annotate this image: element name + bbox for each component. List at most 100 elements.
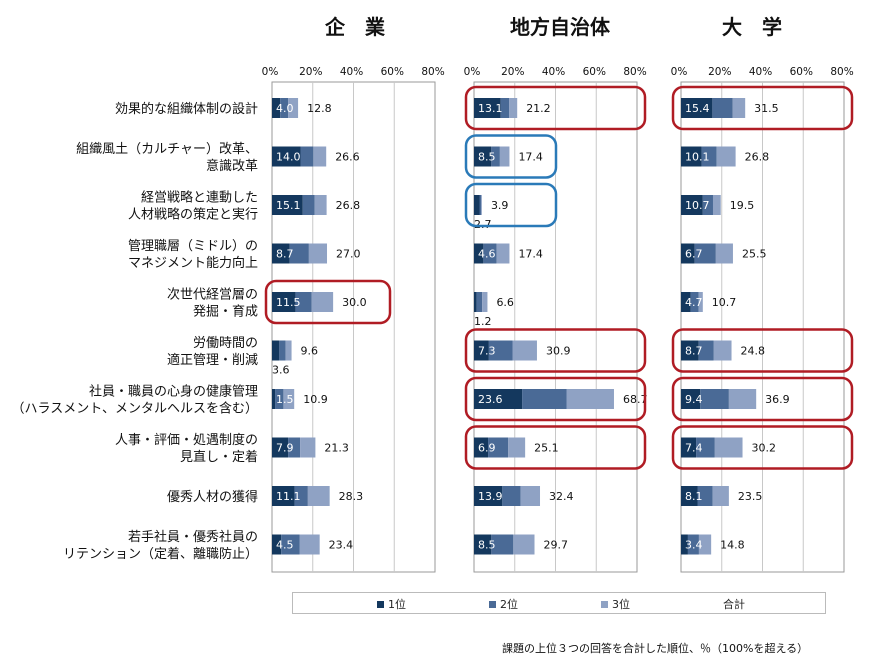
group2-bar-3-rank3: [715, 243, 733, 264]
group0-bar-6-rank3: [283, 389, 295, 409]
group1-highlight-3: [464, 328, 647, 373]
group0-label-total-8: 28.3: [339, 490, 364, 503]
group0-label-total-5: 9.6: [301, 345, 319, 358]
group0-bar-8-rank2: [294, 486, 308, 506]
group0-bar-1-rank2: [300, 146, 314, 167]
group0-bar-0-rank3: [288, 98, 299, 118]
group2-bar-4-rank3: [698, 292, 703, 312]
legend-item-rank1: 1位: [377, 596, 406, 612]
legend-label-total: 合計: [723, 598, 745, 611]
group2-bar-2-rank3: [712, 195, 721, 215]
group1-label-first-8: 13.9: [478, 490, 503, 503]
group0-bar-2-rank1: [272, 195, 303, 215]
group1-bar-8-rank1: [474, 486, 503, 506]
group1-label-total-9: 29.7: [544, 539, 569, 552]
group2-label-total-1: 26.8: [745, 151, 770, 164]
group1-label-total-0: 21.2: [526, 102, 551, 115]
group2-highlight-3: [671, 425, 854, 470]
group2-bar-9-rank3: [698, 534, 712, 555]
group0-bar-8-rank1: [272, 486, 295, 506]
group0-label-total-1: 26.6: [335, 151, 360, 164]
group2-bar-7-rank1: [681, 437, 697, 458]
category-label-2-1: 人材戦略の策定と実行: [128, 207, 258, 223]
legend-label-rank2: 2位: [500, 598, 518, 611]
group0-bar-9-rank2: [281, 534, 300, 555]
group0-bar-3-rank3: [308, 243, 328, 264]
group0-label-first-0: 4.0: [276, 102, 294, 115]
group1-bar-7-rank2: [488, 437, 509, 458]
group1-bar-8-rank2: [502, 486, 521, 506]
legend-item-rank3: 3位: [601, 596, 630, 612]
category-label-2-0: 経営戦略と連動した: [141, 190, 258, 206]
category-label-5-1: 適正管理・削減: [167, 352, 258, 368]
group0-label-total-9: 23.4: [329, 539, 354, 552]
group0-tick-label-2: 40%: [340, 66, 363, 78]
group2-label-first-8: 8.1: [685, 490, 703, 503]
legend: 1位 2位 3位 合計: [292, 592, 826, 614]
category-label-4-1: 発掘・育成: [193, 304, 258, 320]
group2-bar-2-rank2: [702, 195, 713, 215]
group1-highlight-1: [464, 134, 558, 179]
category-label-7-0: 人事・評価・処遇制度の: [115, 432, 258, 448]
group2-tick-label-3: 60%: [790, 66, 813, 78]
group2-label-total-5: 24.8: [741, 345, 766, 358]
legend-swatch-rank1: [377, 600, 384, 608]
group2-label-first-1: 10.1: [685, 151, 710, 164]
group1-highlight-4: [464, 376, 647, 422]
group2-label-first-4: 4.7: [685, 296, 703, 309]
group0-label-first-3: 8.7: [276, 248, 294, 261]
group0-bar-9-rank1: [272, 534, 282, 555]
group1-bar-2-rank1: [474, 195, 480, 215]
group0-bar-1-rank3: [313, 146, 327, 167]
group2-bar-6-rank1: [681, 389, 701, 409]
group0-bar-4-rank1: [272, 292, 296, 312]
group0-label-total-6: 10.9: [303, 393, 328, 406]
group2-highlight-2: [671, 376, 854, 422]
group1-bar-0-rank3: [509, 98, 518, 118]
group2-label-total-0: 31.5: [754, 102, 779, 115]
category-label-9-1: リテンション（定着、離職防止）: [63, 546, 258, 562]
group0-bar-1-rank1: [272, 146, 301, 167]
group0-label-total-3: 27.0: [336, 248, 361, 261]
category-label-6-0: 社員・職員の心身の健康管理: [89, 384, 258, 400]
group2-tick-label-4: 80%: [830, 66, 853, 78]
group0-bar-0-rank2: [280, 98, 289, 118]
legend-item-total: 合計: [723, 596, 745, 612]
group2-bar-1-rank1: [681, 146, 702, 167]
group2-bar-8-rank1: [681, 486, 698, 506]
group0-tick-label-3: 60%: [381, 66, 404, 78]
group2-bar-0-rank3: [732, 98, 746, 118]
group2-bar-8-rank3: [712, 486, 729, 506]
category-label-0-0: 効果的な組織体制の設計: [115, 101, 258, 117]
group2-bar-5-rank1: [681, 340, 699, 361]
group1-label-first-6: 23.6: [478, 393, 503, 406]
legend-label-rank3: 3位: [612, 598, 630, 611]
group1-bar-6-rank1: [474, 389, 523, 409]
group2-label-total-7: 30.2: [752, 442, 777, 455]
group2-title: 大 学: [722, 15, 782, 39]
group1-bar-5-rank1: [474, 340, 489, 361]
group2-label-first-3: 6.7: [685, 248, 703, 261]
group2-bar-9-rank1: [681, 534, 688, 555]
category-label-1-0: 組織風土（カルチャー）改革、: [76, 142, 258, 157]
group1-label-total-6: 68.7: [623, 393, 648, 406]
group1-bar-2-rank2: [479, 195, 482, 215]
group0-bar-7-rank2: [288, 437, 301, 458]
group0-label-first-6: 1.5: [276, 393, 294, 406]
group0-bar-5-rank3: [285, 340, 292, 361]
group2-bar-1-rank3: [716, 146, 736, 167]
group1-tick-label-1: 20%: [501, 66, 524, 78]
group2-label-first-9: 3.4: [685, 539, 703, 552]
group1-bar-4-rank3: [482, 292, 488, 312]
group1-bar-1-rank3: [499, 146, 510, 167]
legend-item-rank2: 2位: [489, 596, 518, 612]
legend-swatch-rank3: [601, 600, 608, 608]
group1-tick-label-3: 60%: [583, 66, 606, 78]
group0-label-first-9: 4.5: [276, 539, 294, 552]
group1-label-first-3: 4.6: [478, 248, 496, 261]
group0-bar-7-rank1: [272, 437, 289, 458]
group2-label-first-7: 7.4: [685, 442, 703, 455]
group0-label-first-2: 15.1: [276, 199, 301, 212]
group1-bar-3-rank2: [483, 243, 497, 264]
group2-bar-4-rank2: [690, 292, 699, 312]
